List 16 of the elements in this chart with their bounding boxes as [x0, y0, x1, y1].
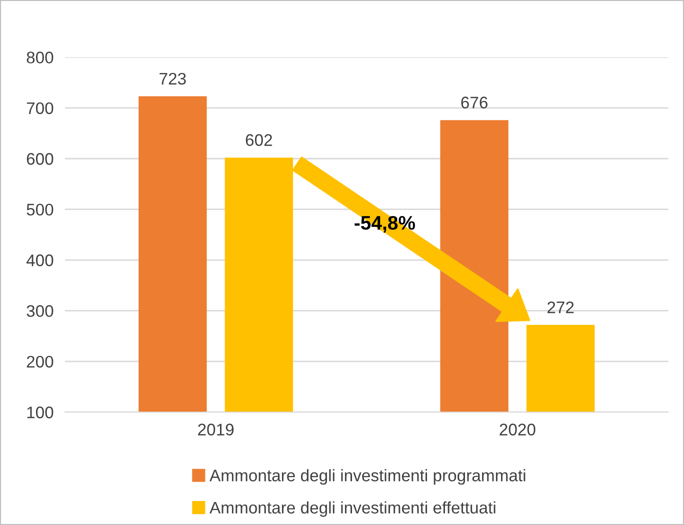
y-tick-label: 400 [26, 254, 54, 266]
legend-label: Ammontare degli investimenti effettuati [210, 501, 496, 517]
data-label: 676 [461, 96, 488, 108]
y-tick-label: 600 [26, 153, 54, 165]
legend-label: Ammontare degli investimenti programmati [210, 469, 526, 485]
data-label: 602 [246, 134, 272, 146]
y-tick-label: 500 [26, 204, 54, 216]
x-tick-label: 2019 [198, 424, 234, 436]
x-tick-label: 2020 [500, 424, 536, 436]
y-tick-label: 800 [26, 52, 54, 64]
data-label: 272 [548, 301, 574, 314]
data-label: 723 [160, 72, 186, 85]
y-tick-label: 300 [26, 305, 54, 317]
y-tick-label: 200 [26, 356, 54, 368]
y-tick-label: 700 [26, 102, 54, 114]
y-tick-label: 100 [27, 406, 54, 418]
